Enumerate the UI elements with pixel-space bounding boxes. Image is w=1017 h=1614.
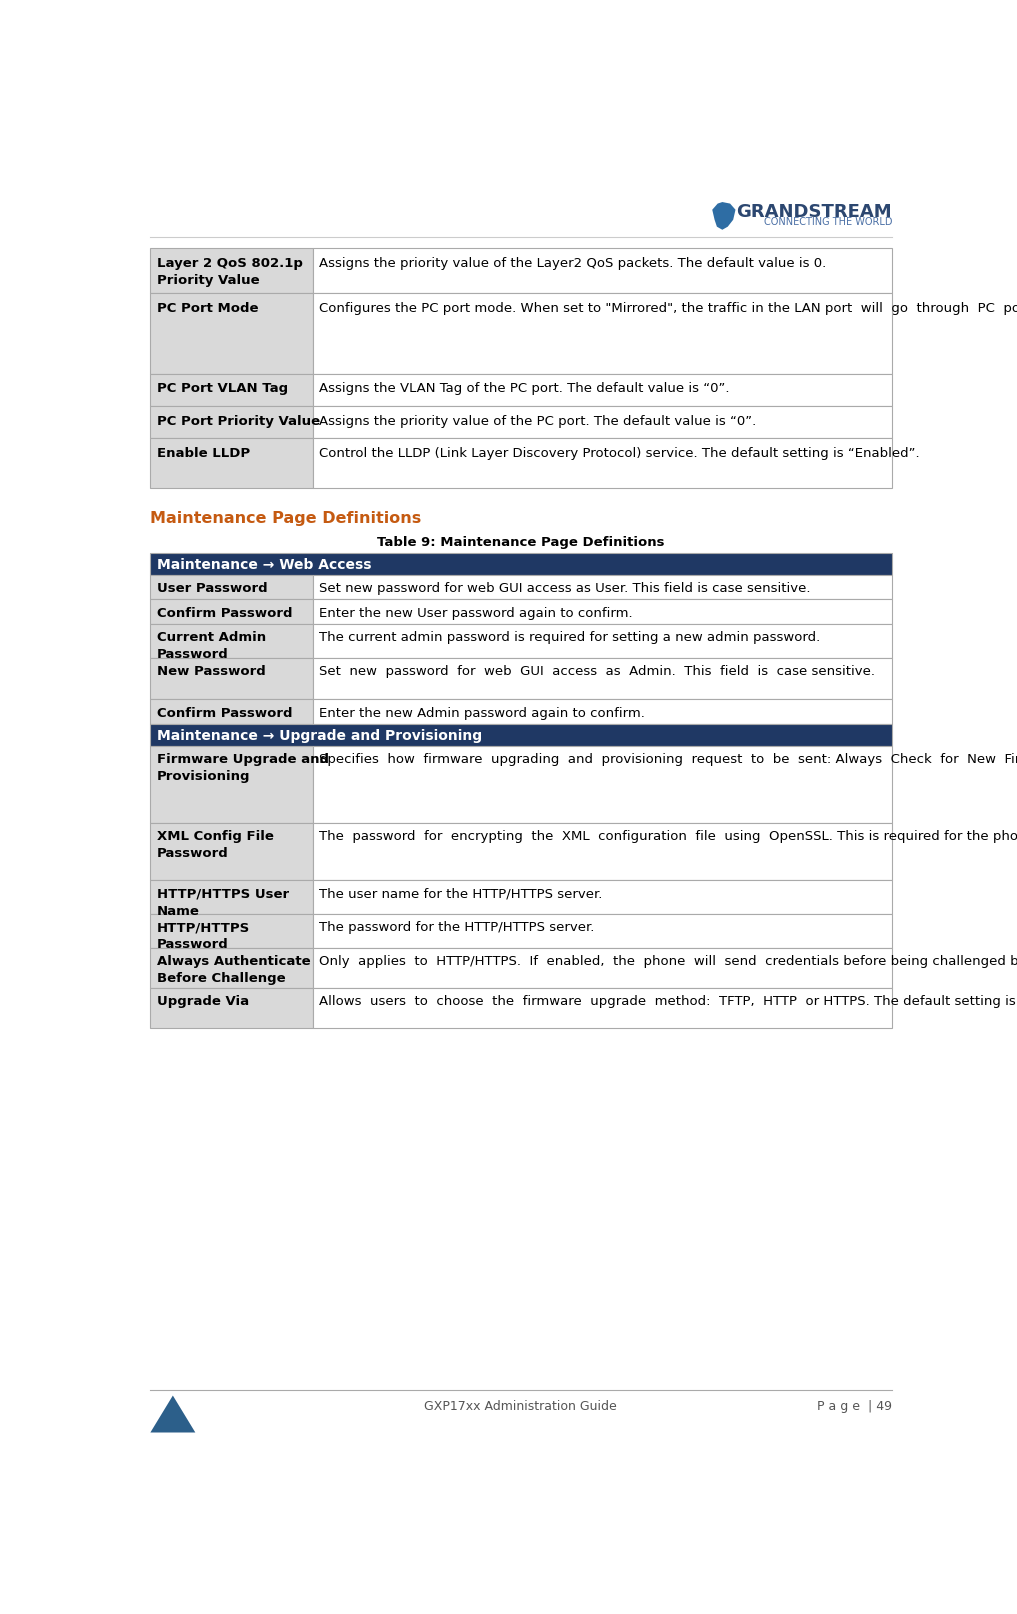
Text: Always Authenticate
Before Challenge: Always Authenticate Before Challenge <box>157 955 310 985</box>
Text: CONNECTING THE WORLD: CONNECTING THE WORLD <box>764 216 892 226</box>
Text: Maintenance → Upgrade and Provisioning: Maintenance → Upgrade and Provisioning <box>157 728 482 742</box>
Text: The current admin password is required for setting a new admin password.: The current admin password is required f… <box>319 631 821 644</box>
Text: Confirm Password: Confirm Password <box>157 607 292 620</box>
Text: GRANDSTREAM: GRANDSTREAM <box>736 203 892 221</box>
Bar <box>313 949 892 989</box>
Text: PC Port Priority Value: PC Port Priority Value <box>157 415 319 428</box>
Bar <box>151 746 313 823</box>
Bar <box>151 949 313 989</box>
Text: Only  applies  to  HTTP/HTTPS.  If  enabled,  the  phone  will  send  credential: Only applies to HTTP/HTTPS. If enabled, … <box>319 955 1017 968</box>
Text: The password for the HTTP/HTTPS server.: The password for the HTTP/HTTPS server. <box>319 922 595 935</box>
Bar <box>151 915 313 949</box>
Text: P a g e  | 49: P a g e | 49 <box>817 1399 892 1412</box>
Text: Upgrade Via: Upgrade Via <box>157 994 249 1007</box>
Text: Maintenance → Web Access: Maintenance → Web Access <box>157 557 371 571</box>
Bar <box>313 600 892 625</box>
Text: Configures the PC port mode. When set to "Mirrored", the traffic in the LAN port: Configures the PC port mode. When set to… <box>319 302 1017 315</box>
Text: Enter the new Admin password again to confirm.: Enter the new Admin password again to co… <box>319 707 645 720</box>
Bar <box>151 823 313 881</box>
Bar <box>313 881 892 915</box>
Bar <box>151 625 313 659</box>
Text: Enter the new User password again to confirm.: Enter the new User password again to con… <box>319 607 633 620</box>
Bar <box>313 659 892 700</box>
Text: XML Config File
Password: XML Config File Password <box>157 830 274 859</box>
Bar <box>151 881 313 915</box>
Text: Control the LLDP (Link Layer Discovery Protocol) service. The default setting is: Control the LLDP (Link Layer Discovery P… <box>319 447 920 460</box>
Text: New Password: New Password <box>157 665 265 678</box>
Bar <box>313 746 892 823</box>
Text: Layer 2 QoS 802.1p
Priority Value: Layer 2 QoS 802.1p Priority Value <box>157 257 302 287</box>
Bar <box>313 294 892 374</box>
Text: Set new password for web GUI access as User. This field is case sensitive.: Set new password for web GUI access as U… <box>319 581 811 594</box>
Bar <box>313 915 892 949</box>
Text: Confirm Password: Confirm Password <box>157 707 292 720</box>
Text: Assigns the VLAN Tag of the PC port. The default value is “0”.: Assigns the VLAN Tag of the PC port. The… <box>319 383 730 395</box>
Bar <box>151 374 313 407</box>
Text: Assigns the priority value of the PC port. The default value is “0”.: Assigns the priority value of the PC por… <box>319 415 757 428</box>
Bar <box>313 823 892 881</box>
Bar <box>313 374 892 407</box>
Text: The  password  for  encrypting  the  XML  configuration  file  using  OpenSSL. T: The password for encrypting the XML conf… <box>319 830 1017 843</box>
Bar <box>313 439 892 489</box>
Text: HTTP/HTTPS User
Name: HTTP/HTTPS User Name <box>157 888 289 917</box>
Text: PC Port Mode: PC Port Mode <box>157 302 258 315</box>
Text: HTTP/HTTPS
Password: HTTP/HTTPS Password <box>157 922 250 951</box>
Bar <box>313 407 892 439</box>
Bar <box>151 700 313 725</box>
Text: The user name for the HTTP/HTTPS server.: The user name for the HTTP/HTTPS server. <box>319 888 603 901</box>
Polygon shape <box>712 203 735 231</box>
Text: Specifies  how  firmware  upgrading  and  provisioning  request  to  be  sent: A: Specifies how firmware upgrading and pro… <box>319 752 1017 765</box>
Bar <box>151 407 313 439</box>
Bar <box>151 554 892 575</box>
Bar <box>151 600 313 625</box>
Bar <box>151 294 313 374</box>
Bar <box>151 439 313 489</box>
Text: Enable LLDP: Enable LLDP <box>157 447 250 460</box>
Text: GXP17xx Administration Guide: GXP17xx Administration Guide <box>424 1399 617 1412</box>
Text: Set  new  password  for  web  GUI  access  as  Admin.  This  field  is  case sen: Set new password for web GUI access as A… <box>319 665 876 678</box>
Bar <box>151 989 313 1028</box>
Text: Firmware Upgrade and
Provisioning: Firmware Upgrade and Provisioning <box>157 752 328 783</box>
Text: Current Admin
Password: Current Admin Password <box>157 631 265 660</box>
Bar <box>313 249 892 294</box>
Bar <box>151 575 313 600</box>
Bar <box>313 625 892 659</box>
Text: Table 9: Maintenance Page Definitions: Table 9: Maintenance Page Definitions <box>377 536 665 549</box>
Bar <box>151 725 892 746</box>
Text: User Password: User Password <box>157 581 267 594</box>
Text: Allows  users  to  choose  the  firmware  upgrade  method:  TFTP,  HTTP  or HTTP: Allows users to choose the firmware upgr… <box>319 994 1017 1007</box>
Bar <box>313 989 892 1028</box>
Bar <box>313 700 892 725</box>
Bar <box>151 249 313 294</box>
Bar <box>151 659 313 700</box>
Bar <box>313 575 892 600</box>
Text: Maintenance Page Definitions: Maintenance Page Definitions <box>151 510 422 526</box>
Text: Assigns the priority value of the Layer2 QoS packets. The default value is 0.: Assigns the priority value of the Layer2… <box>319 257 827 270</box>
Polygon shape <box>151 1396 195 1433</box>
Text: PC Port VLAN Tag: PC Port VLAN Tag <box>157 383 288 395</box>
